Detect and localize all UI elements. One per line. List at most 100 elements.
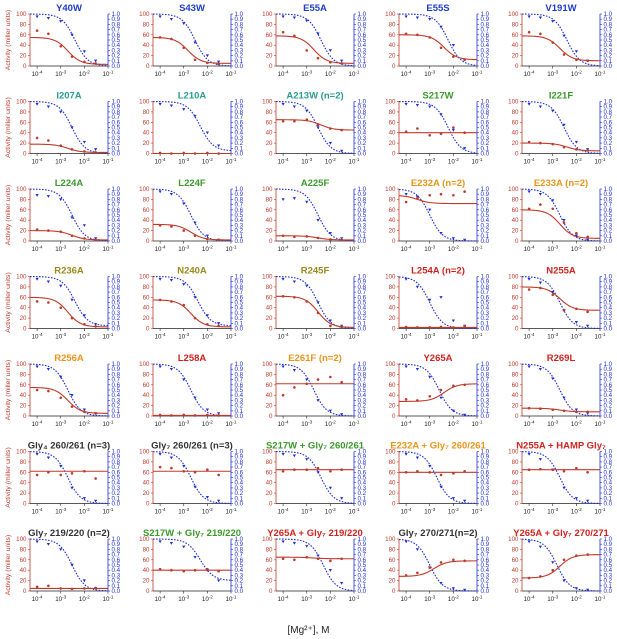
activity-point — [316, 123, 320, 127]
right-tick-label: 0.6 — [604, 207, 613, 214]
right-tick-label: 0.3 — [358, 572, 367, 579]
right-tick-label: 0.1 — [112, 58, 121, 65]
crosslink-point — [439, 582, 443, 585]
crosslink-point — [169, 193, 173, 196]
x-tick-label: 10-1 — [103, 245, 114, 254]
activity-point — [527, 406, 531, 410]
right-tick-label: 0.4 — [358, 217, 367, 224]
right-tick-label: 0.6 — [481, 207, 490, 214]
right-tick-label: 0.7 — [112, 289, 121, 296]
crosslink-point — [292, 16, 296, 20]
right-tick-label: 0.1 — [481, 145, 490, 152]
x-tick-label: 10-4 — [524, 245, 535, 254]
left-axis-label: Activity (miller units) — [5, 272, 12, 332]
right-tick-label: 1.0 — [235, 361, 244, 368]
crosslink-point — [46, 543, 50, 546]
right-tick-label: 0.8 — [112, 109, 121, 116]
left-tick-label: 20 — [20, 403, 27, 410]
x-tick-label: 10-2 — [571, 595, 582, 604]
right-tick-label: 1.0 — [235, 11, 244, 18]
crosslink-point — [59, 375, 63, 379]
crosslink-point — [340, 149, 344, 153]
crosslink-point — [451, 44, 455, 47]
activity-point — [217, 414, 220, 417]
x-tick-label: 10-1 — [226, 157, 237, 166]
crosslink-point — [551, 377, 555, 381]
left-tick-label: 100 — [16, 186, 27, 193]
x-tick-label: 10-3 — [424, 70, 435, 79]
crosslink-fit-curve — [152, 451, 232, 504]
crosslink-fit-curve — [152, 188, 232, 242]
x-tick-label: 10-2 — [571, 245, 582, 254]
x-tick-label: 10-2 — [571, 420, 582, 429]
left-tick-label: 40 — [143, 480, 150, 487]
activity-point — [404, 32, 408, 36]
x-tick-label: 10-4 — [401, 332, 412, 341]
panel: I207A0204060801000.00.10.20.30.40.50.60.… — [5, 91, 121, 166]
activity-point — [329, 238, 332, 241]
activity-point — [527, 140, 531, 144]
left-tick-label: 40 — [143, 42, 150, 49]
left-tick-label: 80 — [20, 284, 27, 291]
right-tick-label: 1.0 — [604, 536, 613, 543]
right-tick-label: 0.7 — [235, 289, 244, 296]
x-tick-label: 10-1 — [349, 507, 360, 516]
left-tick-label: 60 — [266, 294, 273, 301]
right-tick-label: 0.5 — [481, 37, 490, 44]
panel: S217W + Gly₇ 219/2200204060801000.00.10.… — [139, 528, 243, 603]
x-tick-label: 10-1 — [349, 595, 360, 604]
right-tick-label: 0.0 — [358, 501, 367, 508]
x-tick-label: 10-4 — [524, 507, 535, 516]
right-tick-label: 0.0 — [235, 238, 244, 245]
right-tick-label: 0.4 — [604, 567, 613, 574]
left-tick-label: 20 — [266, 315, 273, 322]
panel-title: E233A (n=2) — [534, 178, 588, 189]
panel: N255A0204060801000.00.10.20.30.40.50.60.… — [508, 266, 613, 341]
right-tick-label: 0.9 — [112, 104, 121, 111]
right-tick-label: 0.0 — [112, 588, 121, 595]
right-tick-label: 0.2 — [112, 53, 121, 60]
x-tick-label: 10-4 — [32, 507, 43, 516]
right-tick-label: 0.5 — [481, 475, 490, 482]
right-tick-label: 0.9 — [604, 16, 613, 23]
panel-title: R236A — [54, 266, 84, 277]
x-tick-label: 10-3 — [424, 332, 435, 341]
right-tick-label: 0.6 — [604, 469, 613, 476]
right-tick-label: 0.6 — [604, 557, 613, 564]
right-tick-label: 0.3 — [481, 310, 490, 317]
activity-point — [217, 569, 220, 573]
left-tick-label: 100 — [139, 99, 150, 106]
crosslink-fit-curve — [521, 188, 601, 242]
activity-fit-curve — [398, 560, 477, 577]
activity-point — [35, 473, 39, 477]
crosslink-fit-curve — [521, 13, 601, 67]
crosslink-point — [340, 413, 344, 417]
activity-point — [539, 286, 542, 290]
x-tick-label: 10-1 — [103, 420, 114, 429]
right-tick-label: 0.3 — [235, 47, 244, 54]
x-tick-label: 10-4 — [401, 507, 412, 516]
left-tick-label: 20 — [20, 53, 27, 60]
left-tick-label: 100 — [508, 449, 519, 456]
right-tick-label: 0.5 — [112, 387, 121, 394]
activity-point — [206, 567, 209, 571]
left-tick-label: 0 — [146, 588, 150, 595]
crosslink-fit-curve — [398, 538, 478, 592]
right-tick-label: 0.3 — [112, 47, 121, 54]
right-tick-label: 0.7 — [235, 114, 244, 121]
right-tick-label: 0.1 — [235, 495, 244, 502]
activity-point — [305, 555, 309, 559]
right-tick-label: 0.8 — [358, 459, 367, 466]
right-tick-label: 0.5 — [604, 300, 613, 307]
activity-point — [293, 468, 296, 472]
activity-point — [206, 323, 209, 326]
left-tick-label: 20 — [512, 315, 519, 322]
crosslink-fit-curve — [521, 363, 601, 417]
right-tick-label: 0.3 — [235, 485, 244, 492]
right-tick-label: 0.3 — [604, 485, 613, 492]
x-tick-label: 10-4 — [278, 70, 289, 79]
activity-point — [206, 413, 209, 417]
right-tick-label: 1.0 — [112, 186, 121, 193]
right-tick-label: 0.5 — [604, 475, 613, 482]
left-tick-label: 0 — [269, 588, 273, 595]
